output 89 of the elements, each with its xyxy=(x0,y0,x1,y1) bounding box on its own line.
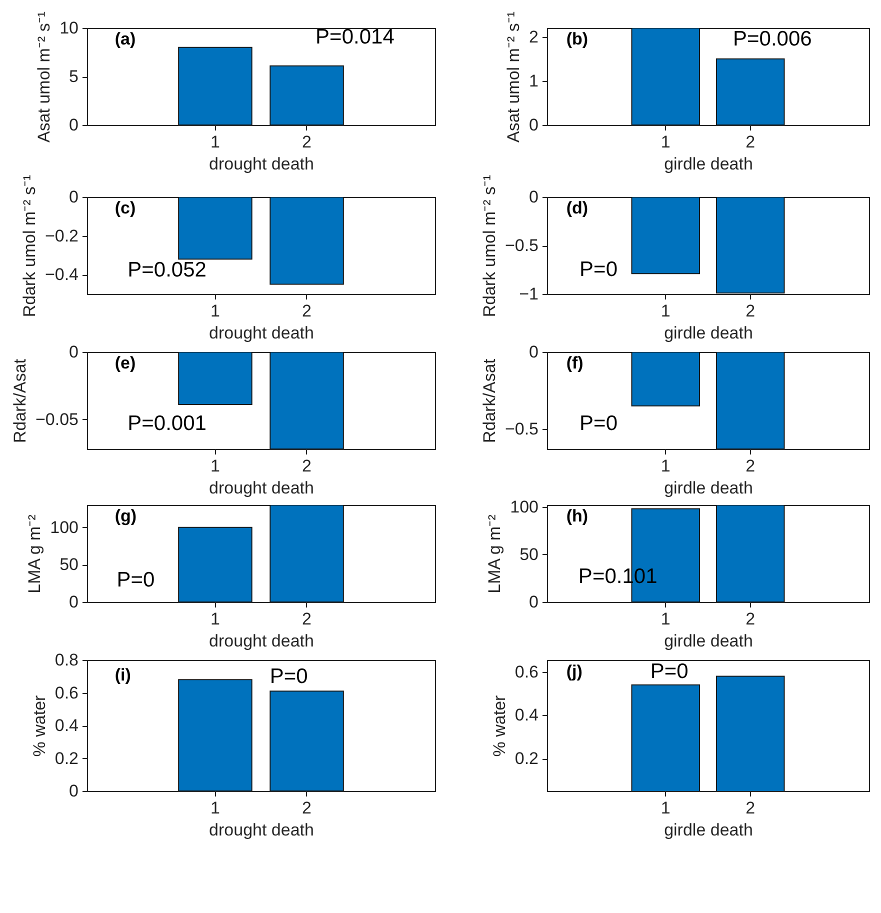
y-axis-title: LMA g m⁻² xyxy=(485,514,504,594)
y-tick-label: 5 xyxy=(69,67,78,86)
annotation: P=0.001 xyxy=(128,412,206,435)
x-tick-label: 1 xyxy=(660,798,670,818)
x-tick-label: 2 xyxy=(746,302,756,320)
y-tick-label: 0 xyxy=(529,342,538,362)
y-tick-label: 100 xyxy=(50,518,78,537)
y-axis-title: Asat umol m⁻² s⁻¹ xyxy=(34,11,54,143)
y-tick-label: −0.2 xyxy=(44,226,78,246)
x-axis-title: drought death xyxy=(209,154,314,174)
y-axis-title: Rdark umol m⁻² s⁻¹ xyxy=(480,174,499,318)
text: P=0 xyxy=(580,412,618,435)
y-tick-label: 0.2 xyxy=(54,748,78,768)
x-axis-title: girdle death xyxy=(664,154,753,174)
x-axis-title: girdle death xyxy=(664,478,753,498)
x-tick-label: 2 xyxy=(746,798,756,818)
text: (c) xyxy=(114,198,136,218)
x-tick-label: 1 xyxy=(210,798,220,818)
x-tick-label: 1 xyxy=(210,302,220,320)
y-tick-label: −0.5 xyxy=(504,236,538,255)
x-axis-title: drought death xyxy=(209,632,314,650)
text: P=0 xyxy=(580,258,618,281)
text: (f) xyxy=(566,354,584,373)
y-tick-label: 0 xyxy=(69,342,78,362)
x-axis-title: girdle death xyxy=(664,632,753,650)
annotation: P=0.052 xyxy=(128,258,206,282)
y-tick-label: 0.6 xyxy=(514,662,538,682)
y-tick-label: 0.8 xyxy=(54,650,78,670)
x-tick-label: 1 xyxy=(660,456,670,476)
text: (b) xyxy=(566,30,588,49)
y-axis-title: Rdark umol m⁻² s⁻¹ xyxy=(20,174,39,318)
x-tick-label: 2 xyxy=(302,798,312,818)
x-axis-title: girdle death xyxy=(664,820,753,840)
text: P=0 xyxy=(116,568,155,592)
y-tick-label: −1 xyxy=(519,284,538,304)
y-tick-label: 0 xyxy=(69,116,78,134)
y-tick-label: 50 xyxy=(520,544,538,564)
y-tick-label: −0.5 xyxy=(504,419,538,438)
x-tick-label: 2 xyxy=(746,456,756,476)
x-tick-label: 2 xyxy=(302,132,312,152)
y-tick-label: 100 xyxy=(510,497,538,516)
x-axis-title: drought death xyxy=(209,820,314,840)
x-tick-label: 1 xyxy=(660,132,670,152)
y-axis-title: % water xyxy=(30,694,49,757)
y-tick-label: 10 xyxy=(60,18,78,38)
y-tick-label: −0.05 xyxy=(35,410,78,429)
x-tick-label: 1 xyxy=(210,456,220,476)
x-axis-title: girdle death xyxy=(664,324,753,342)
annotation: P=0 xyxy=(270,665,308,688)
y-axis-title: Rdark/Asat xyxy=(10,358,30,444)
text: (d) xyxy=(566,198,588,218)
y-tick-label: −0.4 xyxy=(44,265,78,284)
x-axis-title: drought death xyxy=(209,324,314,342)
y-axis-title: % water xyxy=(490,694,509,757)
y-tick-label: 0 xyxy=(69,188,78,206)
x-axis-title: drought death xyxy=(209,478,314,498)
y-tick-label: 0.4 xyxy=(54,716,78,735)
y-tick-label: 0.2 xyxy=(514,749,538,768)
text: (i) xyxy=(114,666,131,685)
x-tick-label: 2 xyxy=(746,610,756,628)
y-tick-label: 50 xyxy=(60,555,78,574)
y-axis-title: Asat umol m⁻² s⁻¹ xyxy=(504,11,524,143)
x-tick-label: 2 xyxy=(302,302,312,320)
y-axis-title: LMA g m⁻² xyxy=(25,514,44,594)
y-axis-title: Rdark/Asat xyxy=(480,358,499,444)
y-tick-label: 0 xyxy=(69,782,78,800)
y-tick-label: 0.4 xyxy=(514,706,538,725)
annotation: P=0.006 xyxy=(732,28,812,51)
annotation: P=0.014 xyxy=(316,26,395,49)
y-tick-label: 0 xyxy=(529,592,538,612)
y-tick-label: 2 xyxy=(529,27,538,46)
annotation: P=0 xyxy=(650,660,688,683)
y-tick-label: 0 xyxy=(529,116,538,134)
x-tick-label: 1 xyxy=(660,610,670,628)
y-tick-label: 1 xyxy=(529,71,538,90)
y-tick-label: 0 xyxy=(69,592,78,612)
text: (e) xyxy=(114,354,136,373)
x-tick-label: 1 xyxy=(210,610,220,628)
x-tick-label: 2 xyxy=(302,610,312,628)
text: (j) xyxy=(566,662,582,681)
x-tick-label: 2 xyxy=(302,456,312,476)
text: (h) xyxy=(566,506,588,526)
y-tick-label: 0.6 xyxy=(54,683,78,702)
text: (a) xyxy=(114,30,136,49)
y-tick-label: 0 xyxy=(529,188,538,206)
text: (g) xyxy=(114,506,137,526)
x-tick-label: 1 xyxy=(210,132,220,152)
x-tick-label: 2 xyxy=(746,132,756,152)
x-tick-label: 1 xyxy=(660,302,670,320)
